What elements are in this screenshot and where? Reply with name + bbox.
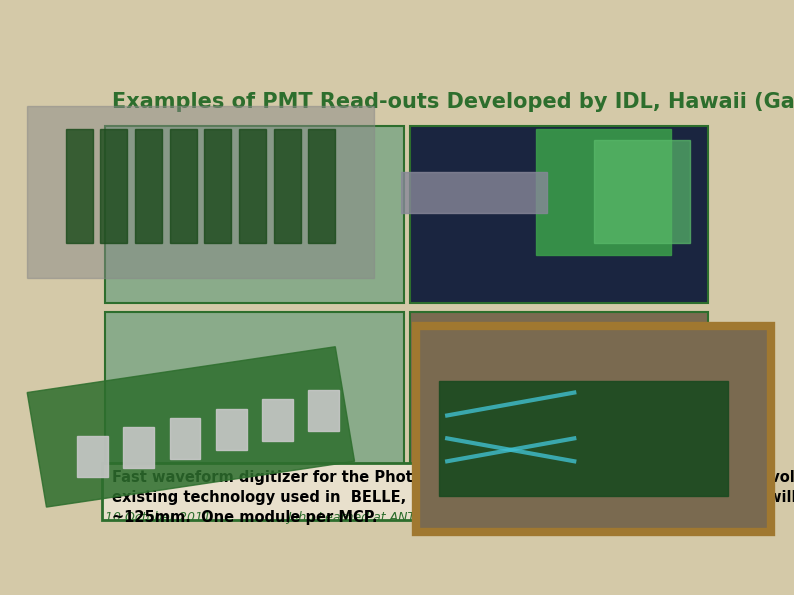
Text: Fast waveform digitizer for the Photonis MCP is currently under development evol: Fast waveform digitizer for the Photonis…	[111, 470, 794, 525]
Polygon shape	[27, 347, 354, 507]
Polygon shape	[27, 106, 374, 277]
Bar	[66, 129, 93, 243]
Bar	[440, 381, 728, 496]
Bar	[401, 172, 547, 214]
Bar	[204, 129, 231, 243]
Bar	[536, 129, 670, 255]
FancyBboxPatch shape	[106, 126, 404, 303]
FancyBboxPatch shape	[410, 126, 708, 303]
Bar	[216, 409, 247, 450]
FancyBboxPatch shape	[416, 326, 771, 533]
Bar	[308, 129, 335, 243]
Bar	[170, 129, 197, 243]
Text: Examples of PMT Read-outs Developed by IDL, Hawaii (Gary Varner): Examples of PMT Read-outs Developed by I…	[111, 92, 794, 112]
Bar	[308, 390, 339, 431]
Bar	[123, 427, 154, 468]
Bar	[170, 418, 200, 459]
FancyBboxPatch shape	[410, 312, 708, 488]
FancyBboxPatch shape	[102, 463, 711, 521]
Bar	[100, 129, 127, 243]
Text: 10 October 2011: 10 October 2011	[106, 511, 211, 524]
Bar	[593, 140, 690, 243]
Text: 20: 20	[692, 511, 708, 524]
Bar	[135, 129, 162, 243]
Bar	[77, 436, 108, 477]
Text: John Learned at ANT11 in Philadelphia: John Learned at ANT11 in Philadelphia	[287, 511, 526, 524]
Bar	[239, 129, 266, 243]
FancyBboxPatch shape	[106, 312, 404, 488]
Bar	[274, 129, 301, 243]
Bar	[262, 399, 293, 441]
